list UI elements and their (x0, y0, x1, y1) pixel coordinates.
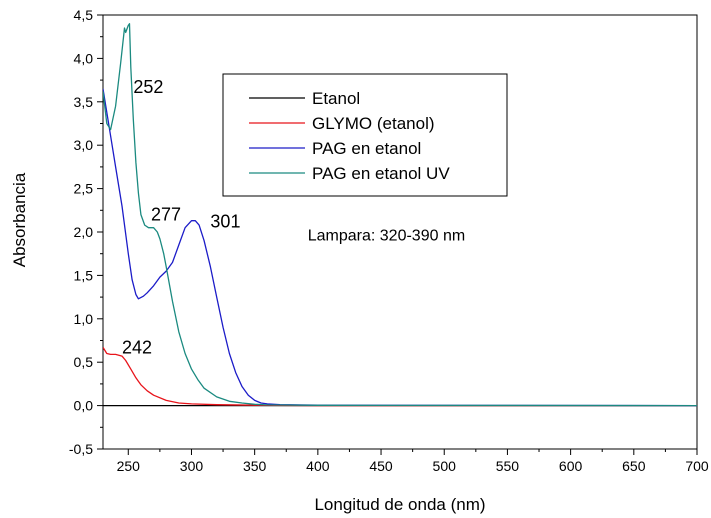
legend-label: Etanol (312, 89, 360, 108)
y-tick-label: 1,5 (74, 267, 94, 283)
peak-annotation: 277 (151, 205, 181, 225)
lamp-note: Lampara: 320-390 nm (308, 228, 465, 245)
y-tick-label: 0,0 (74, 398, 94, 414)
x-tick-label: 300 (180, 458, 204, 474)
peak-annotation: 252 (133, 77, 163, 97)
peak-annotation: 242 (122, 338, 152, 358)
x-tick-label: 600 (559, 458, 583, 474)
peak-annotation: 301 (210, 212, 240, 232)
x-tick-label: 500 (433, 458, 457, 474)
series-line-pag-en-etanol-uv (103, 23, 697, 407)
x-tick-label: 550 (496, 458, 520, 474)
x-tick-label: 350 (243, 458, 267, 474)
legend-box (222, 73, 508, 197)
legend-label: GLYMO (etanol) (312, 114, 435, 133)
y-axis-title: Absorbancia (10, 172, 29, 267)
y-tick-label: 3,0 (74, 137, 94, 153)
legend-label: PAG en etanol UV (312, 164, 450, 183)
series-group (103, 23, 697, 407)
y-tick-label: 1,0 (74, 311, 94, 327)
y-tick-label: 0,5 (74, 354, 94, 370)
x-axis-title: Longitud de onda (nm) (314, 495, 485, 514)
x-tick-label: 650 (622, 458, 646, 474)
series-line-glymo-etanol (103, 347, 697, 407)
x-tick-label: 250 (117, 458, 141, 474)
x-tick-label: 700 (685, 458, 709, 474)
y-tick-label: 4,0 (74, 50, 94, 66)
series-line-pag-en-etanol (103, 88, 697, 407)
x-tick-label: 400 (306, 458, 330, 474)
y-tick-label: 2,0 (74, 224, 94, 240)
y-tick-label: 3,5 (74, 94, 94, 110)
x-tick-label: 450 (369, 458, 393, 474)
y-tick-label: 2,5 (74, 181, 94, 197)
y-tick-label: 4,5 (74, 7, 94, 23)
y-tick-label: -0,5 (69, 441, 93, 457)
legend-label: PAG en etanol (312, 139, 421, 158)
